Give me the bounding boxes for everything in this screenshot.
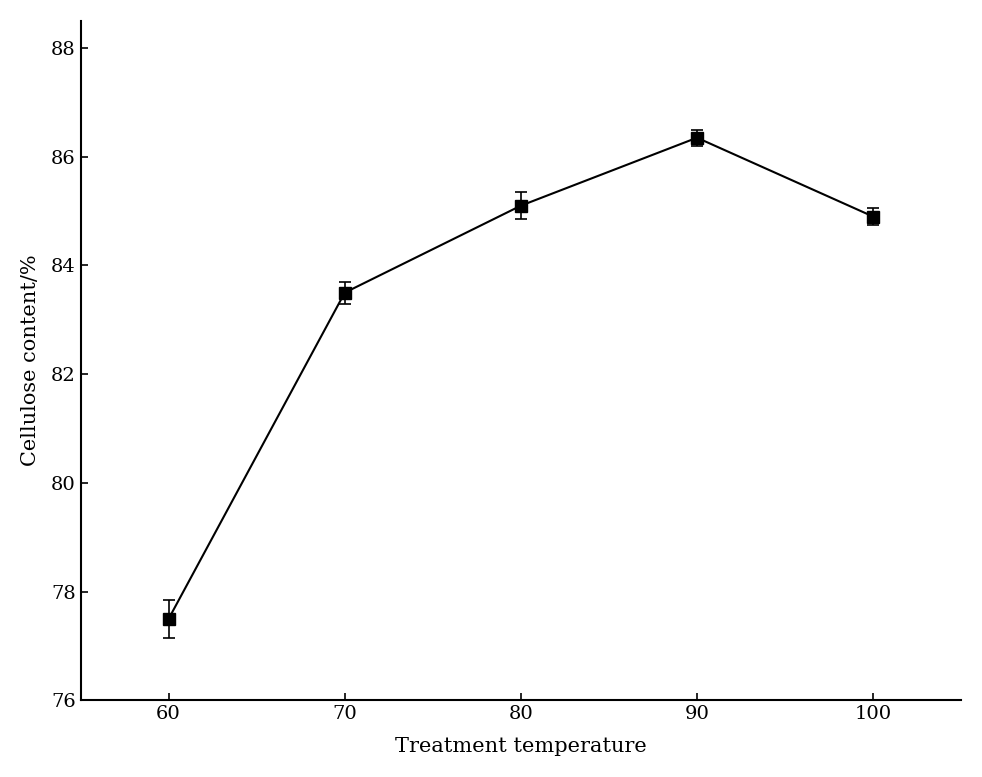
Y-axis label: Cellulose content/%: Cellulose content/% [21,255,40,466]
X-axis label: Treatment temperature: Treatment temperature [395,737,647,756]
